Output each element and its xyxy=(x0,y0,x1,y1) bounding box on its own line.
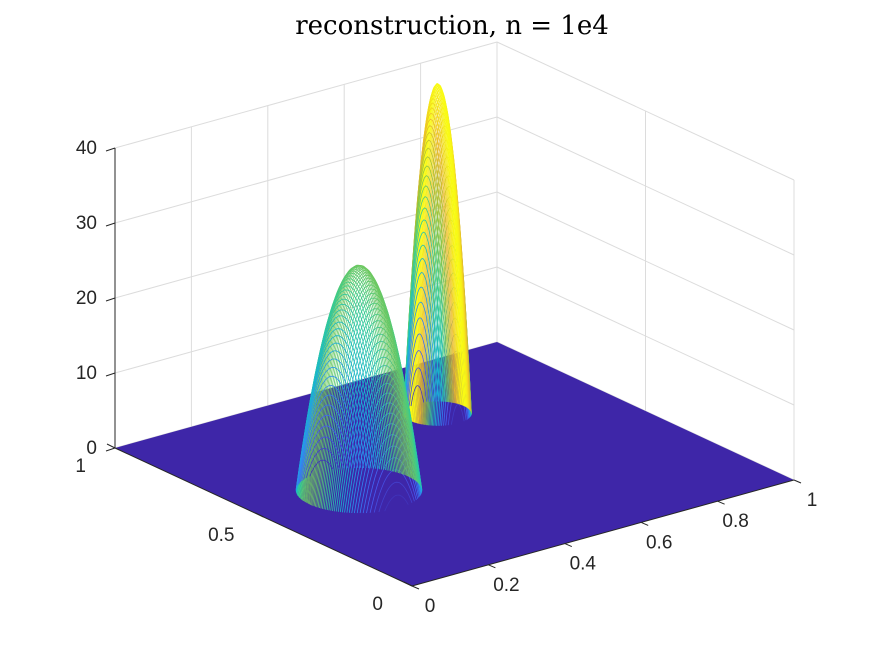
mesh-line xyxy=(451,404,465,425)
mesh-line xyxy=(296,366,367,488)
mesh-line xyxy=(319,280,417,509)
z-tick-mark xyxy=(105,297,116,302)
z-tick-mark xyxy=(105,222,116,227)
x-tick-label: 0.2 xyxy=(493,575,519,596)
y-tick-mark xyxy=(403,581,413,587)
x-tick-mark xyxy=(717,500,725,505)
mesh-line xyxy=(309,459,334,477)
x-tick-mark xyxy=(488,564,496,569)
y-tick-label: 0 xyxy=(372,594,383,615)
x-tick-mark xyxy=(793,479,802,484)
mesh-line xyxy=(317,277,416,508)
y-axis-ticks: 00.51 xyxy=(75,443,413,615)
z-tick-mark xyxy=(105,372,116,377)
grid-line-y1-z-4 xyxy=(114,41,498,149)
mesh-line xyxy=(303,436,345,480)
surface-mesh xyxy=(295,83,472,514)
mesh-line xyxy=(297,394,359,485)
mesh-line xyxy=(405,301,436,410)
surface-floor xyxy=(115,342,794,586)
x-tick-label: 0.4 xyxy=(570,554,597,575)
mesh-line xyxy=(313,270,414,507)
y-tick-label: 1 xyxy=(75,456,86,477)
y-tick-mark xyxy=(255,512,264,518)
x-tick-mark xyxy=(411,585,420,590)
mesh-line xyxy=(296,375,364,487)
mesh-line xyxy=(403,207,446,414)
mesh-line xyxy=(304,265,405,503)
mesh-line xyxy=(300,275,398,500)
mesh-line xyxy=(378,481,413,513)
chart-title: reconstruction, n = 1e4 xyxy=(295,11,609,41)
mesh-line xyxy=(297,385,362,486)
mesh-line xyxy=(404,272,439,411)
mesh-line xyxy=(404,286,438,411)
x-tick-mark xyxy=(641,521,649,526)
mesh-line xyxy=(306,264,407,504)
mesh-line xyxy=(406,333,432,409)
z-tick-label: 30 xyxy=(76,213,97,234)
x-axis-line xyxy=(411,479,795,587)
peak-1 xyxy=(295,264,423,514)
x-axis-ticks: 0 0.2 0.4 0.6 0.8 1 xyxy=(411,479,818,617)
mesh-line xyxy=(403,258,441,412)
z-tick-label: 0 xyxy=(86,438,97,459)
mesh-line xyxy=(295,342,374,490)
mesh-line xyxy=(410,385,425,407)
mesh-line xyxy=(295,350,372,490)
mesh-line xyxy=(301,425,349,482)
z-tick-mark xyxy=(105,447,116,452)
mesh-line xyxy=(296,358,370,489)
floor-plane xyxy=(115,342,794,586)
z-tick-label: 20 xyxy=(76,288,97,309)
x-tick-label: 0 xyxy=(425,596,436,617)
mesh-line xyxy=(305,447,340,479)
mesh-line xyxy=(298,404,356,484)
mesh-line xyxy=(409,83,465,421)
z-tick-mark xyxy=(105,147,116,152)
mesh-line xyxy=(295,335,376,491)
mesh-line xyxy=(405,317,434,410)
mesh-line xyxy=(408,86,463,420)
x-tick-label: 0.6 xyxy=(646,532,672,553)
mesh-line xyxy=(373,469,415,513)
z-axis-ticks: 0 10 20 30 40 xyxy=(76,138,116,459)
z-tick-label: 10 xyxy=(76,363,97,384)
mesh-line xyxy=(305,265,406,503)
x-tick-label: 1 xyxy=(807,490,818,511)
mesh-line xyxy=(299,414,352,483)
mesh-line xyxy=(403,244,442,412)
mesh-line xyxy=(408,367,428,408)
peak-0 xyxy=(403,83,472,426)
z-tick-label: 40 xyxy=(76,138,97,159)
mesh-line xyxy=(403,231,444,413)
y-tick-mark xyxy=(106,443,116,449)
mesh-line xyxy=(407,350,430,408)
x-tick-mark xyxy=(564,543,572,548)
y-tick-label: 0.5 xyxy=(208,525,234,546)
mesh-line xyxy=(384,494,409,512)
mesh-line xyxy=(303,268,402,502)
x-tick-label: 0.8 xyxy=(722,511,748,532)
